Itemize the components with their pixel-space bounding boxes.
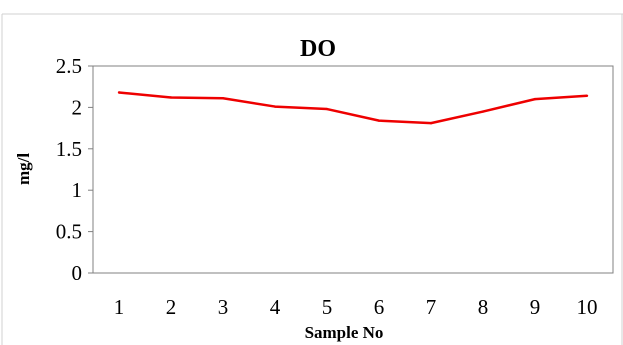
y-axis: 0 0.5 1 1.5 2 2.5: [56, 54, 93, 285]
y-tick-label: 1: [72, 178, 83, 202]
x-tick-label: 9: [530, 295, 541, 319]
y-tick-label: 2.5: [56, 54, 82, 78]
data-point: [169, 96, 173, 99]
y-axis-label: mg/l: [14, 153, 33, 185]
data-point: [585, 94, 589, 98]
data-point: [377, 119, 381, 122]
y-tick-label: 0: [72, 261, 83, 285]
series-layer: [117, 91, 589, 125]
x-axis: 1 2 3 4 5 6 7 8 9 10: [114, 295, 598, 319]
data-point: [273, 105, 277, 108]
x-tick-label: 5: [322, 295, 333, 319]
x-tick-label: 4: [270, 295, 281, 319]
data-point: [533, 97, 537, 101]
x-tick-label: 1: [114, 295, 125, 319]
chart-title: DO: [300, 36, 336, 62]
y-tick-label: 0.5: [56, 220, 82, 244]
series-line: [118, 91, 588, 125]
y-tick-label: 2: [72, 95, 83, 119]
x-axis-label: Sample No: [305, 323, 384, 342]
x-tick-label: 10: [577, 295, 598, 319]
data-point: [481, 110, 485, 113]
data-point: [325, 107, 329, 111]
y-tick-label: 1.5: [56, 137, 82, 161]
x-tick-label: 3: [218, 295, 229, 319]
data-point: [117, 91, 121, 94]
x-tick-label: 7: [426, 295, 437, 319]
data-point: [221, 97, 225, 100]
data-point: [429, 121, 433, 125]
x-tick-label: 6: [374, 295, 385, 319]
x-tick-label: 8: [478, 295, 489, 319]
x-tick-label: 2: [166, 295, 177, 319]
